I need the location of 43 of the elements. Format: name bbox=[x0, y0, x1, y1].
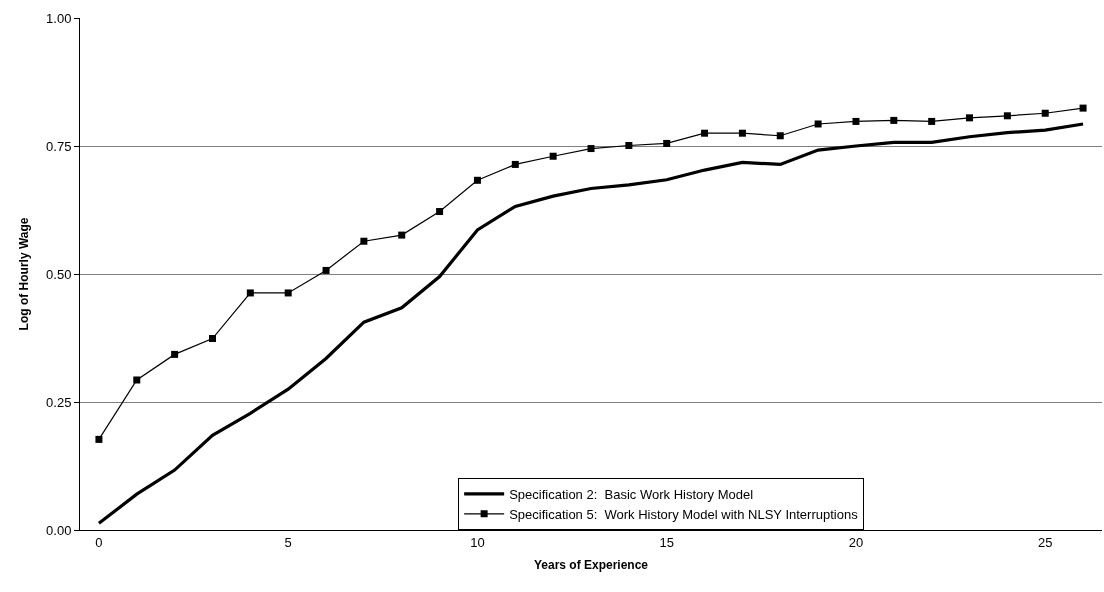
line-series bbox=[97, 122, 1085, 525]
point bbox=[1079, 104, 1087, 112]
point bbox=[928, 117, 936, 125]
point bbox=[398, 231, 406, 239]
x-tick-label: 0 bbox=[95, 534, 103, 550]
point bbox=[663, 139, 671, 147]
point bbox=[966, 114, 974, 122]
legend-label: Specification 2: Basic Work History Model bbox=[509, 487, 754, 503]
point bbox=[625, 141, 633, 149]
y-tick-label: 0.25 bbox=[46, 394, 72, 410]
point bbox=[133, 376, 141, 384]
point bbox=[208, 335, 216, 343]
x-tick-label: 5 bbox=[284, 534, 292, 550]
point bbox=[890, 116, 898, 124]
x-axis-title: Years of Experience bbox=[533, 558, 649, 573]
legend-label: Specification 5: Work History Model with NLSY Interruptions bbox=[509, 506, 859, 522]
point bbox=[701, 129, 709, 137]
point bbox=[549, 152, 557, 160]
point bbox=[776, 132, 784, 140]
point bbox=[1041, 109, 1049, 117]
point bbox=[95, 435, 103, 443]
x-tick-label: 20 bbox=[848, 534, 864, 550]
point bbox=[738, 129, 746, 137]
y-tick-label: 1.00 bbox=[46, 10, 72, 26]
point bbox=[511, 160, 519, 168]
x-tick-label: 15 bbox=[659, 534, 674, 550]
point bbox=[171, 350, 179, 358]
point bbox=[322, 266, 330, 274]
point bbox=[1003, 112, 1011, 120]
point bbox=[246, 289, 254, 297]
y-tick-label: 0.75 bbox=[46, 138, 72, 154]
point bbox=[814, 120, 822, 128]
y-axis-title: Log of Hourly Wage bbox=[17, 217, 32, 331]
point bbox=[360, 237, 368, 245]
y-tick-label: 0.50 bbox=[46, 266, 72, 282]
point bbox=[587, 145, 595, 153]
x-tick-label: 10 bbox=[470, 534, 485, 550]
point bbox=[473, 176, 481, 184]
y-tick-label: 0.00 bbox=[46, 522, 72, 538]
point bbox=[284, 289, 292, 297]
x-tick-label: 25 bbox=[1037, 534, 1053, 550]
point bbox=[852, 117, 860, 125]
point bbox=[436, 208, 444, 216]
